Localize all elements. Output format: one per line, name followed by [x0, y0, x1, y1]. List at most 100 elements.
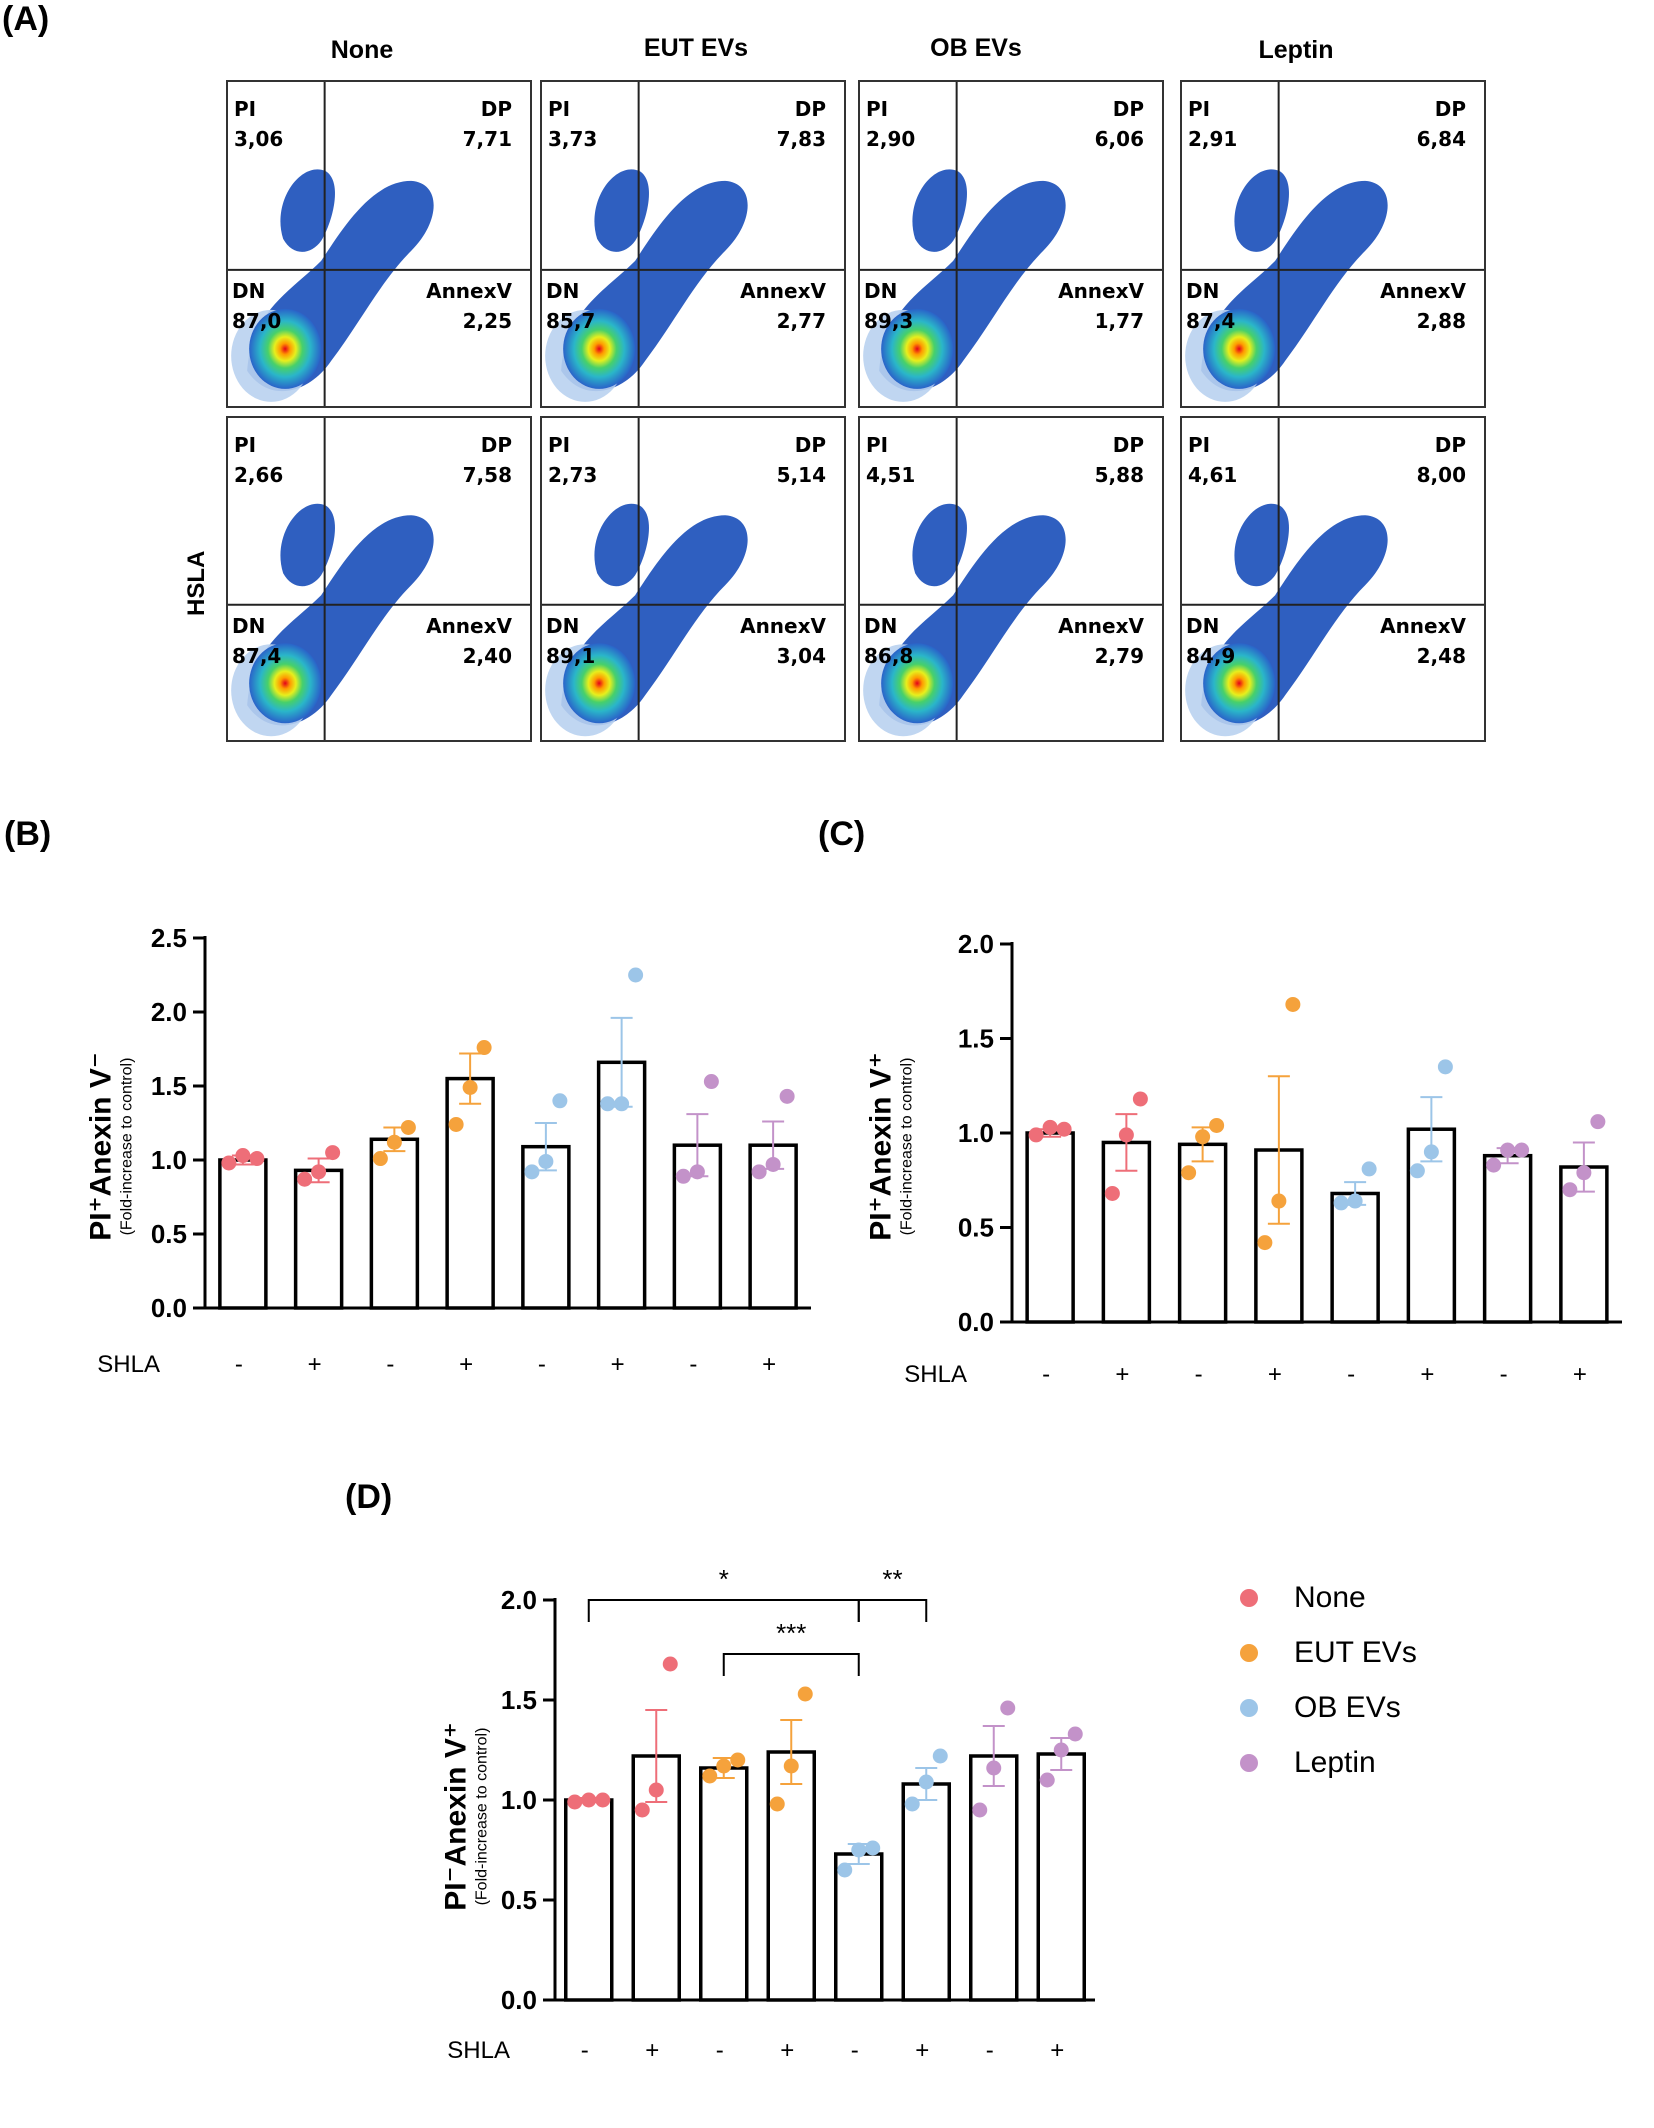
data-point	[581, 1792, 597, 1808]
density-plot	[542, 418, 844, 740]
data-point	[751, 1164, 767, 1180]
x-tick-label: +	[459, 1351, 473, 1378]
x-tick-label: +	[645, 2037, 659, 2064]
quadrant-dn-label: DN	[864, 278, 898, 303]
data-point	[779, 1088, 795, 1104]
y-tick-label: 1.5	[151, 1071, 187, 1101]
quadrant-annexv: AnnexV 2,88	[1380, 276, 1466, 336]
cell-population-pi	[912, 169, 967, 252]
quadrant-annexv-value: 2,88	[1416, 308, 1466, 333]
y-tick-label: 1.5	[501, 1685, 537, 1715]
data-point	[297, 1171, 313, 1187]
data-point	[476, 1040, 492, 1056]
flow-plot: PI 2,73 DP 5,14 DN 89,1 AnnexV 3,04	[540, 416, 846, 742]
population-hotspot	[249, 643, 322, 724]
data-point	[1000, 1700, 1016, 1716]
data-point	[595, 1792, 611, 1808]
quadrant-dn: DN 87,4	[232, 611, 281, 671]
cell-population-pi	[594, 503, 649, 587]
y-tick-label: 2.0	[501, 1585, 537, 1615]
data-point	[1486, 1157, 1502, 1173]
quadrant-pi-label: PI	[866, 433, 889, 457]
error-bar	[982, 1725, 1005, 1787]
quadrant-dn-value: 85,7	[546, 308, 596, 333]
significance-label: **	[882, 1564, 902, 1594]
quadrant-dp-value: 7,71	[462, 127, 512, 151]
y-tick-label: 0.0	[501, 1985, 537, 2015]
significance-bracket	[857, 1599, 928, 1622]
y-axis-title: PI⁺Anexin V⁻ (Fold-increase to control)	[84, 967, 137, 1327]
legend-item-ob-evs: OB EVs	[1240, 1680, 1417, 1735]
chart-svg: 0.0 0.5 1.0 1.5 2.0 2.5 SHLA - + - + - + - +	[97, 923, 811, 1378]
error-bar	[459, 1052, 482, 1105]
x-tick-label: -	[716, 2037, 724, 2064]
quadrant-annexv: AnnexV 3,04	[740, 611, 826, 671]
data-point	[1056, 1121, 1072, 1137]
data-point	[865, 1840, 881, 1856]
x-axis-label: SHLA	[97, 1351, 160, 1378]
quadrant-dp-label: DP	[480, 433, 512, 457]
data-point	[628, 967, 644, 983]
quadrant-pi-value: 4,51	[866, 463, 916, 487]
legend-text-ob-evs: OB EVs	[1294, 1690, 1401, 1724]
quadrant-annexv-value: 2,48	[1416, 643, 1466, 668]
quadrant-pi-value: 4,61	[1188, 463, 1238, 487]
quadrant-dn: DN 89,3	[864, 276, 913, 336]
data-point	[1028, 1127, 1044, 1143]
data-point	[662, 1656, 678, 1672]
cell-population-pi	[912, 503, 967, 587]
quadrant-dn-value: 89,1	[546, 643, 596, 668]
quadrant-dn: DN 85,7	[546, 276, 595, 336]
data-point	[1181, 1165, 1197, 1181]
quadrant-dp: DP 7,71	[463, 94, 512, 154]
quadrant-dp: DP 5,14	[777, 430, 826, 490]
quadrant-pi: PI 2,90	[866, 94, 915, 154]
quadrant-pi-value: 2,73	[548, 463, 598, 487]
legend-dot-eut-evs	[1240, 1643, 1258, 1662]
legend-text-eut-evs: EUT EVs	[1294, 1635, 1417, 1669]
density-plot	[860, 418, 1162, 740]
legend-dot-leptin	[1240, 1753, 1258, 1772]
significance-label: ***	[776, 1618, 806, 1648]
data-point	[448, 1116, 464, 1132]
quadrant-dp-value: 5,14	[776, 463, 826, 487]
data-point	[918, 1774, 934, 1790]
flow-plot: PI 4,61 DP 8,00 DN 84,9 AnnexV 2,48	[1180, 416, 1486, 742]
quadrant-dp: DP 6,06	[1095, 94, 1144, 154]
data-point	[1104, 1185, 1120, 1201]
bar	[218, 1158, 268, 1310]
quadrant-dn: DN 87,0	[232, 276, 281, 336]
panel-label-b: (B)	[4, 815, 52, 853]
bar	[1036, 1752, 1086, 2002]
data-point	[932, 1748, 948, 1764]
x-tick-label: -	[1195, 1361, 1203, 1388]
quadrant-dn-value: 89,3	[864, 308, 914, 333]
quadrant-dn-label: DN	[546, 278, 580, 303]
chart-svg: 0.0 0.5 1.0 1.5 2.0 SHLA - + - + - + - +	[904, 929, 1622, 1388]
quadrant-dp-label: DP	[794, 433, 826, 457]
flow-plot: PI 2,66 DP 7,58 DN 87,4 AnnexV 2,40	[226, 416, 532, 742]
density-plot	[860, 82, 1162, 406]
quadrant-annexv-label: AnnexV	[1058, 613, 1144, 638]
x-tick-label: +	[308, 1351, 322, 1378]
quadrant-dp: DP 7,58	[463, 430, 512, 490]
quadrant-pi: PI 3,73	[548, 94, 597, 154]
data-point	[1042, 1119, 1058, 1135]
data-point	[634, 1802, 650, 1818]
data-point	[648, 1782, 664, 1798]
data-point	[462, 1079, 478, 1095]
data-point	[1409, 1163, 1425, 1179]
y-tick-label: 0.5	[151, 1219, 187, 1249]
quadrant-dn-value: 86,8	[864, 643, 914, 668]
data-point	[1423, 1144, 1439, 1160]
data-point	[769, 1796, 785, 1812]
cell-population-pi	[280, 503, 335, 587]
population-hotspot	[563, 308, 636, 389]
quadrant-pi-value: 2,90	[866, 127, 916, 151]
quadrant-annexv-value: 2,79	[1094, 643, 1144, 668]
quadrant-dp-label: DP	[1434, 97, 1466, 121]
cell-population-pi	[594, 169, 649, 252]
quadrant-dn-value: 87,4	[232, 643, 282, 668]
quadrant-annexv-label: AnnexV	[1058, 278, 1144, 303]
